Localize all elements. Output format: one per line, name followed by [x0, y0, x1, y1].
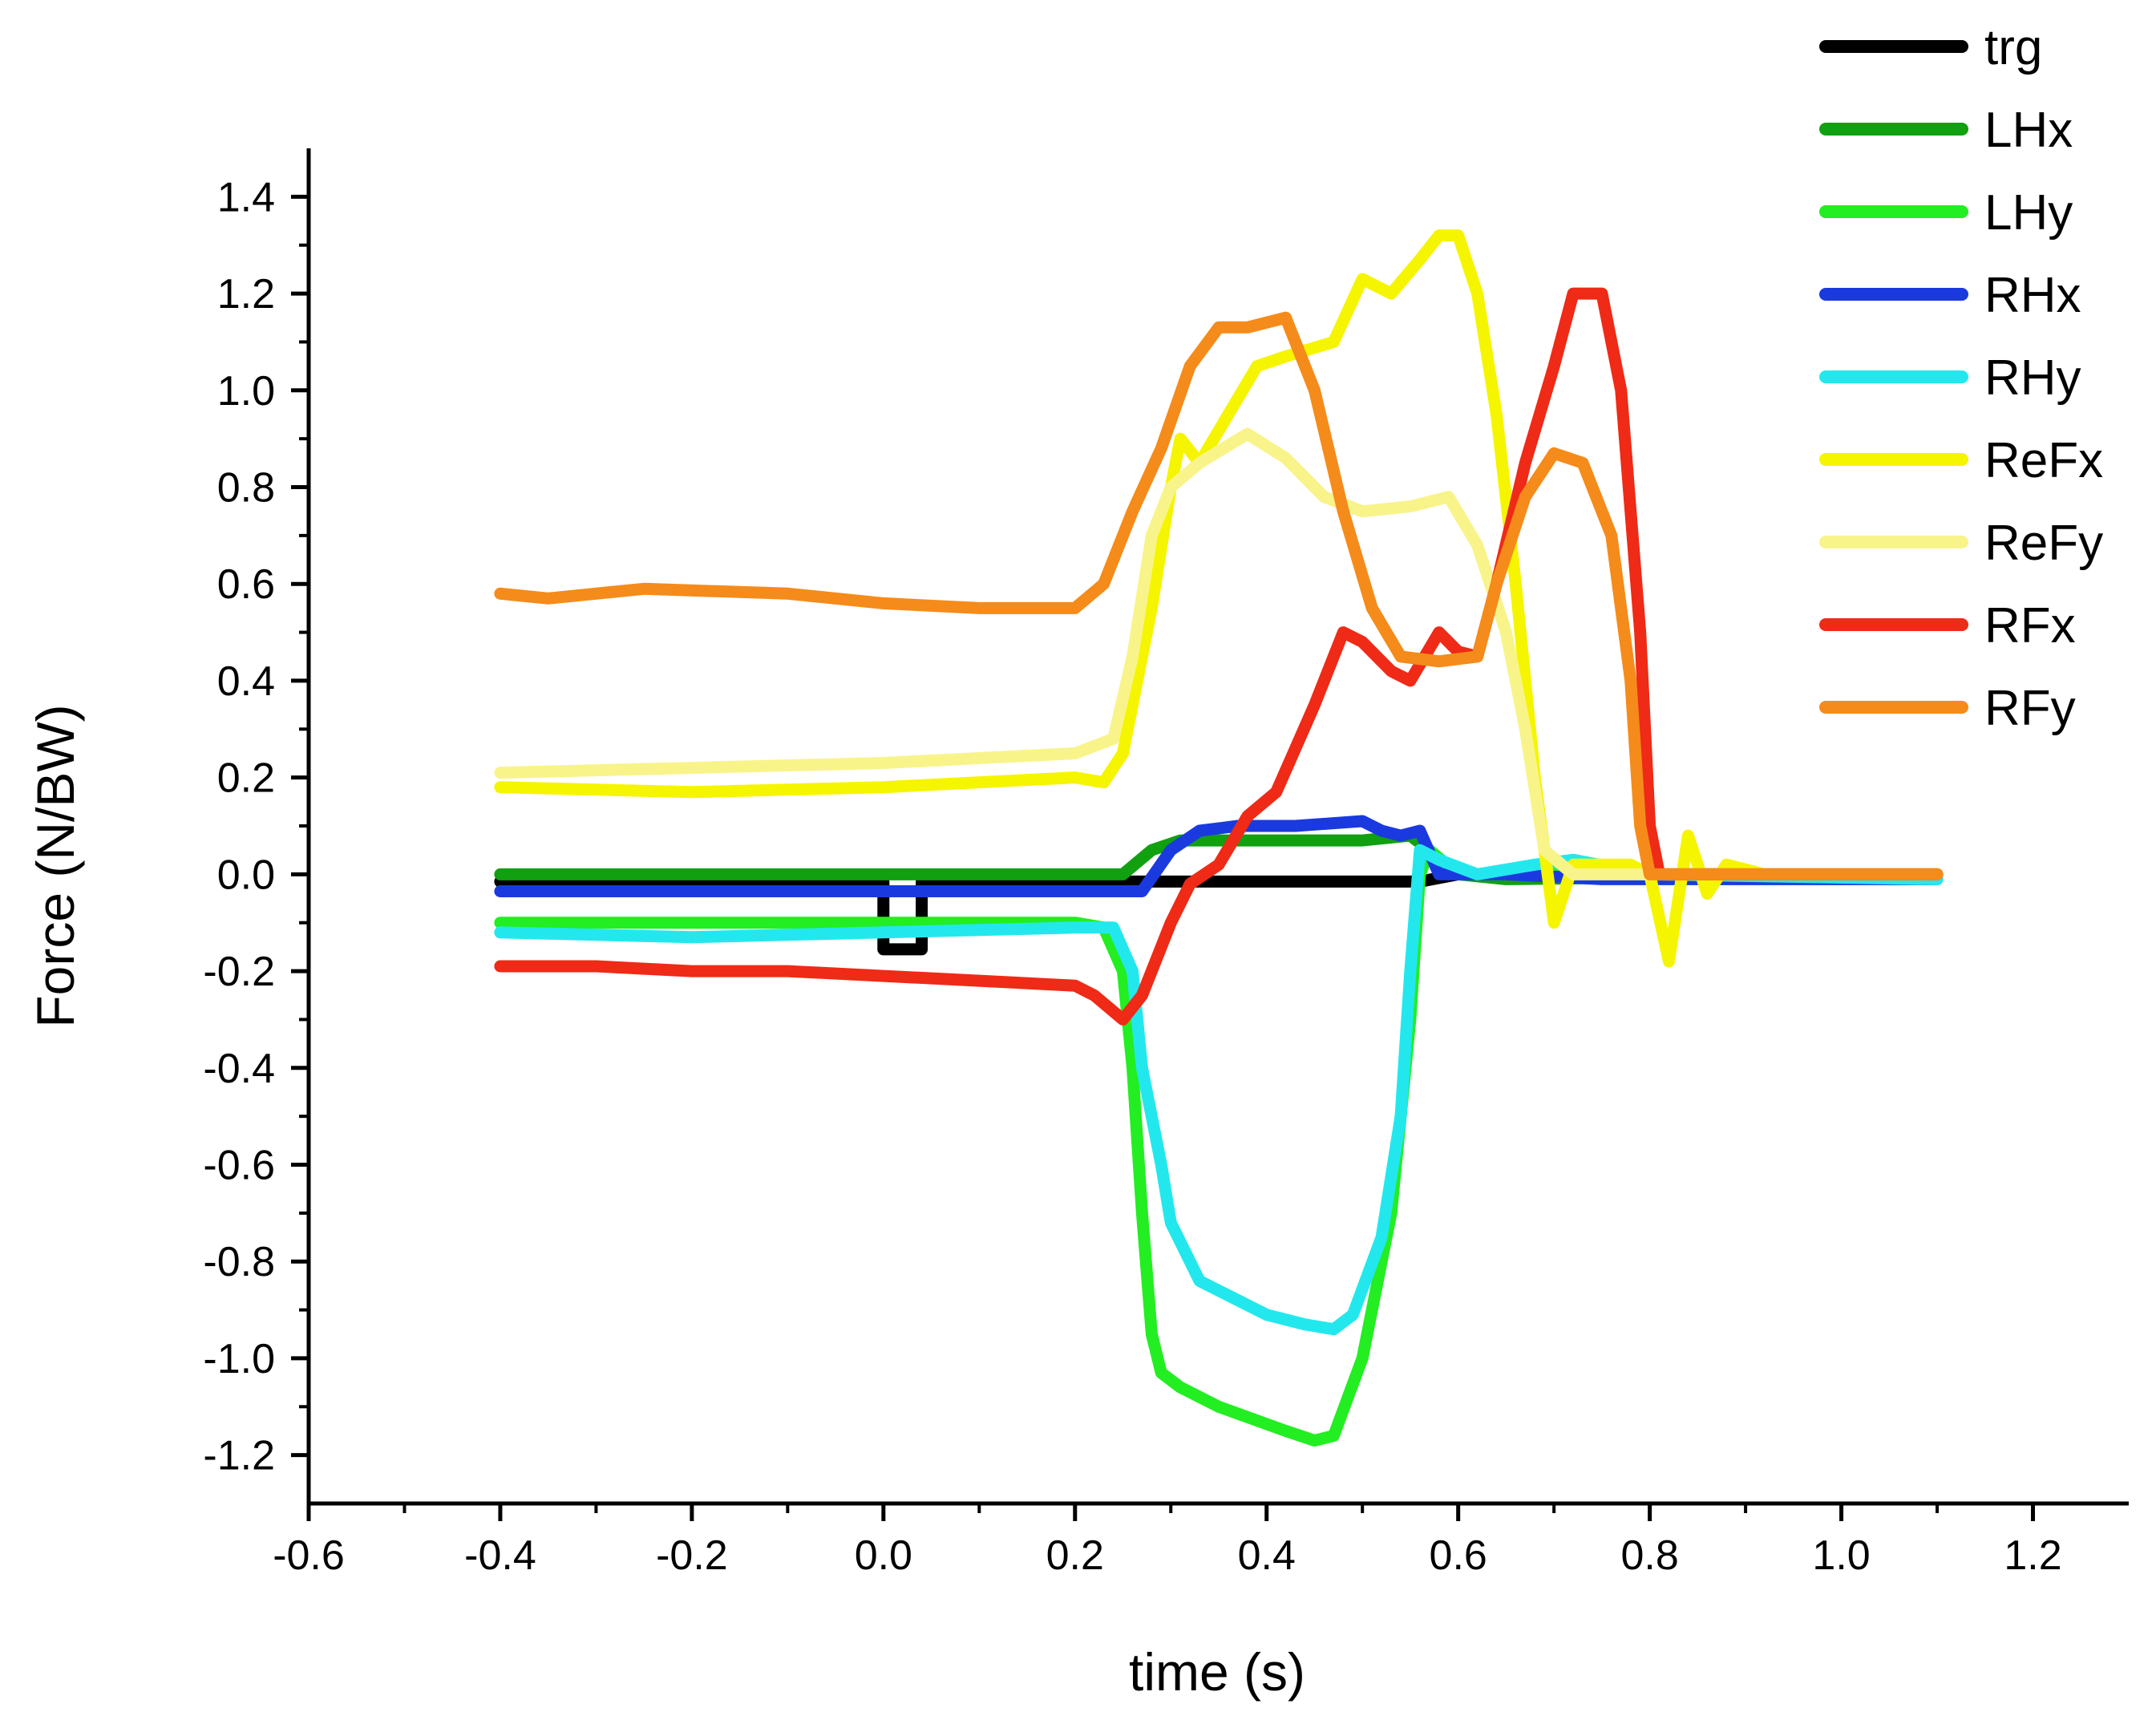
y-tick-label: 1.0: [217, 368, 275, 415]
series-line-refy: [494, 427, 1944, 880]
legend-label-rfy: RFy: [1984, 681, 2076, 736]
y-tick-label: -0.4: [203, 1046, 275, 1092]
x-tick-label: -0.6: [273, 1532, 345, 1579]
x-axis-title: time (s): [1129, 1642, 1305, 1702]
series-line-rfx: [494, 287, 1944, 1026]
y-axis-title: Force (N/BW): [26, 704, 85, 1027]
legend-label-rhy: RHy: [1984, 350, 2081, 406]
x-tick-label: 0.6: [1430, 1532, 1487, 1579]
x-tick-label: -0.4: [464, 1532, 536, 1579]
legend-label-refy: ReFy: [1984, 516, 2103, 571]
legend-label-rfx: RFx: [1984, 598, 2076, 654]
y-tick-label: -0.6: [203, 1143, 275, 1189]
legend-label-trg: trg: [1984, 20, 2042, 75]
y-tick-label: 0.4: [217, 658, 275, 705]
legend-label-lhy: LHy: [1984, 185, 2073, 241]
x-tick-label: 1.2: [2004, 1532, 2061, 1579]
y-tick-label: 0.2: [217, 755, 275, 802]
y-tick-label: -1.2: [203, 1433, 275, 1479]
legend-label-refx: ReFx: [1984, 433, 2103, 488]
y-tick-label: 0.8: [217, 465, 275, 512]
y-tick-label: -0.2: [203, 949, 275, 995]
x-tick-label: 0.8: [1620, 1532, 1678, 1579]
y-tick-label: -0.8: [203, 1239, 275, 1285]
series-line-rfy: [494, 311, 1944, 880]
y-tick-label: -1.0: [203, 1336, 275, 1382]
y-tick-label: 0.6: [217, 561, 275, 608]
x-tick-label: 0.4: [1238, 1532, 1296, 1579]
series-line-refx: [494, 229, 1944, 968]
x-tick-label: 0.0: [855, 1532, 912, 1579]
x-tick-label: 0.2: [1046, 1532, 1104, 1579]
y-tick-label: 1.4: [217, 174, 275, 221]
legend: trg LHx LHy RHx RHy ReFx ReFy RFx RFy: [1819, 20, 2103, 736]
legend-label-lhx: LHx: [1984, 103, 2073, 158]
y-tick-label: 0.0: [217, 852, 275, 898]
axes: -0.6 -0.4 -0.2 0.0 0.2 0.4 0.6 0.8 1.0 1.2 -1.2-1…: [203, 148, 2129, 1579]
y-ticks: -1.2 -1.0 -0.8 -0.6 -0.4 -0.2 0.0 0.2 0.4 0.6 0.8 1…: [203, 174, 309, 1479]
series-line-rhy: [494, 844, 1944, 1336]
y-tick-label: 1.2: [217, 271, 275, 318]
x-tick-label: -0.2: [656, 1532, 728, 1579]
x-ticks: -0.6 -0.4 -0.2 0.0 0.2 0.4 0.6 0.8 1.0 1.2: [273, 1503, 2062, 1579]
plot-series: [494, 229, 1944, 1447]
legend-label-rhx: RHx: [1984, 268, 2081, 323]
x-tick-label: 1.0: [1812, 1532, 1870, 1579]
